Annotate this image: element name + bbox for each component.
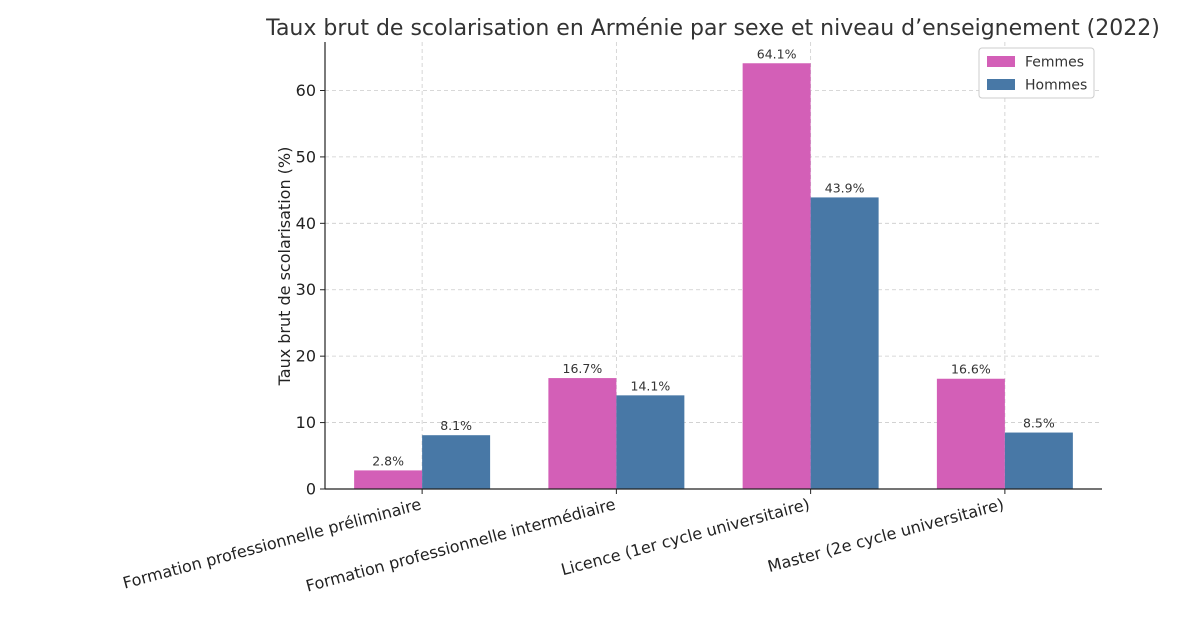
y-tick-label: 60 [296,81,316,100]
legend-entry: Hommes [1025,78,1087,94]
legend-swatch [987,56,1015,67]
bar-hommes [422,435,491,489]
legend-entry: Femmes [1025,55,1084,71]
data-label: 43.9% [825,180,865,195]
x-tick-label: Formation professionnelle intermédiaire [304,495,618,596]
y-tick-label: 30 [296,280,316,299]
y-tick-label: 50 [296,147,316,166]
bar-hommes [1004,432,1073,489]
data-labels: 2.8% 16.7% 64.1% 16.6% 8.1% 14.1% 43.9% 8.5% [372,46,1055,468]
y-tick-label: 40 [296,214,316,233]
y-ticks: 0 10 20 30 40 50 60 [296,81,325,499]
gridlines [325,42,1102,490]
y-tick-label: 20 [296,347,316,366]
bar-hommes [810,197,879,489]
data-label: 16.7% [563,361,603,376]
bars [354,63,1073,489]
bar-femmes [354,470,423,489]
y-tick-label: 10 [296,413,316,432]
bar-hommes [616,395,685,489]
data-label: 16.6% [951,362,991,377]
data-label: 8.1% [440,418,472,433]
data-label: 64.1% [757,46,797,61]
bar-femmes [936,378,1005,489]
chart-title: Taux brut de scolarisation en Arménie pa… [265,16,1160,41]
x-ticks: Formation professionnelle préliminaireFo… [121,489,1006,596]
legend: Femmes Hommes [978,47,1095,99]
y-axis-label: Taux brut de scolarisation (%) [275,147,294,387]
legend-swatch [987,79,1015,90]
data-label: 2.8% [372,453,404,468]
bar-femmes [548,378,617,489]
y-tick-label: 0 [306,480,316,499]
x-tick-label: Formation professionnelle préliminaire [121,495,423,593]
bar-femmes [742,63,811,489]
data-label: 14.1% [631,378,671,393]
axes [324,42,1102,490]
data-label: 8.5% [1023,416,1055,431]
